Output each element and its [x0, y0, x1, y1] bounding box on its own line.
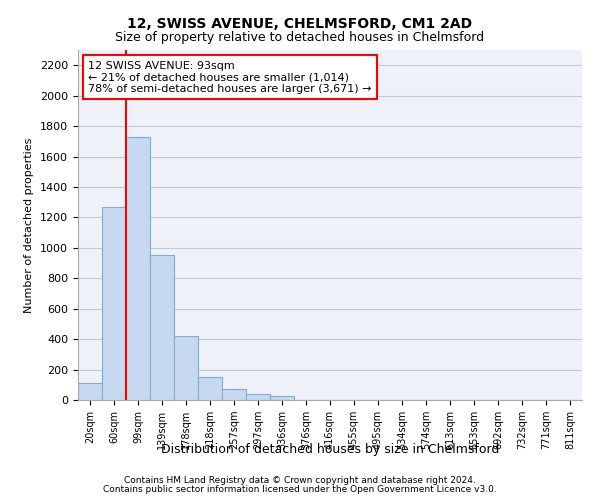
Bar — [270, 396, 294, 400]
Y-axis label: Number of detached properties: Number of detached properties — [25, 138, 34, 312]
Text: 12, SWISS AVENUE, CHELMSFORD, CM1 2AD: 12, SWISS AVENUE, CHELMSFORD, CM1 2AD — [127, 18, 473, 32]
Bar — [246, 394, 270, 400]
Bar — [174, 336, 198, 400]
Bar — [102, 206, 126, 400]
Text: Distribution of detached houses by size in Chelmsford: Distribution of detached houses by size … — [161, 442, 499, 456]
Bar — [222, 388, 246, 400]
Text: Contains public sector information licensed under the Open Government Licence v3: Contains public sector information licen… — [103, 485, 497, 494]
Text: 12 SWISS AVENUE: 93sqm
← 21% of detached houses are smaller (1,014)
78% of semi-: 12 SWISS AVENUE: 93sqm ← 21% of detached… — [88, 60, 371, 94]
Text: Size of property relative to detached houses in Chelmsford: Size of property relative to detached ho… — [115, 31, 485, 44]
Bar — [150, 256, 174, 400]
Bar — [126, 136, 150, 400]
Text: Contains HM Land Registry data © Crown copyright and database right 2024.: Contains HM Land Registry data © Crown c… — [124, 476, 476, 485]
Bar — [198, 377, 222, 400]
Bar — [78, 384, 102, 400]
